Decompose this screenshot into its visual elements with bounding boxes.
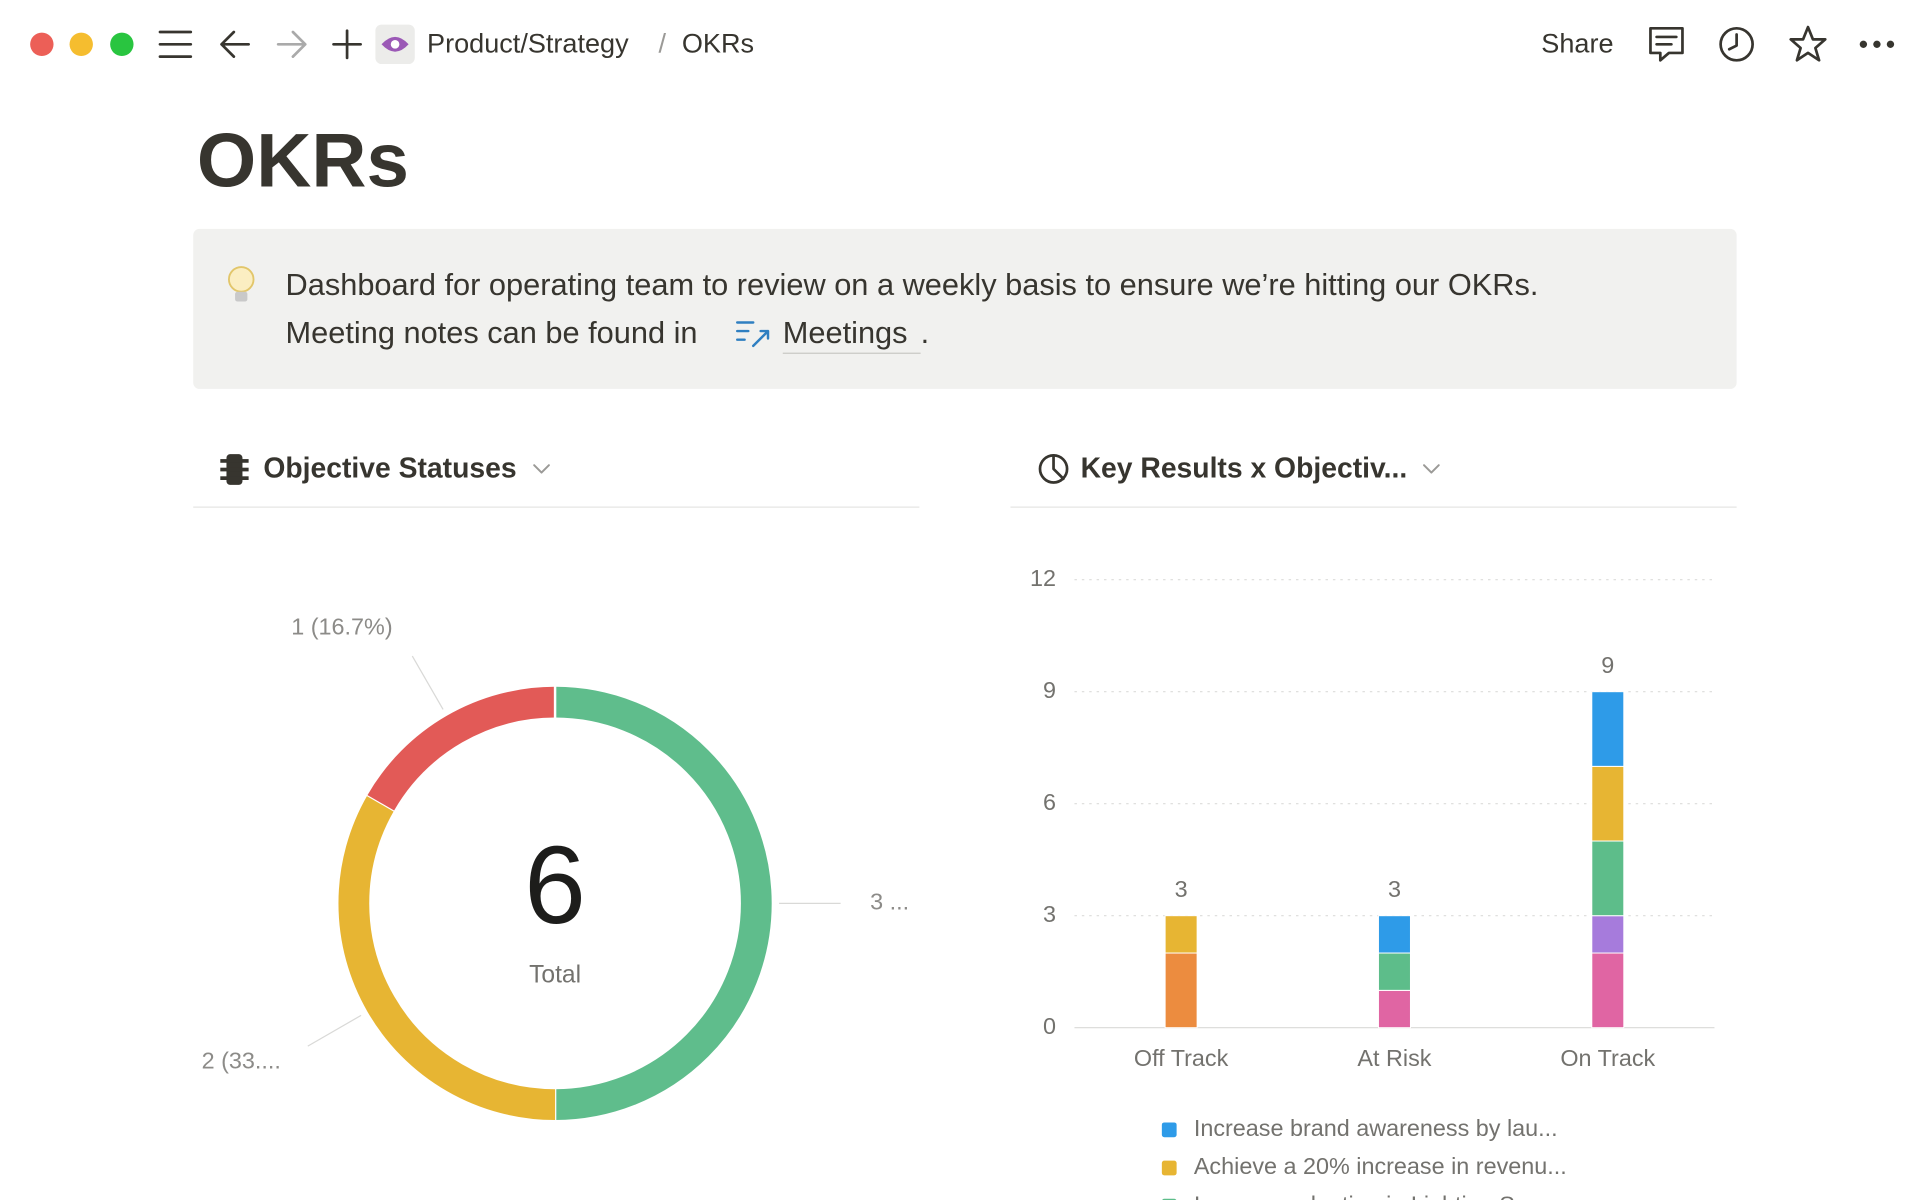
history-icon[interactable] <box>1719 26 1754 62</box>
chart-icon <box>1038 454 1069 484</box>
bar-segment <box>1591 840 1625 917</box>
leader-line <box>411 655 444 710</box>
page-title: OKRs <box>197 118 409 203</box>
total-value: 6 <box>524 824 586 947</box>
total-label: 3 <box>1388 876 1401 902</box>
share-button[interactable]: Share <box>1541 28 1613 59</box>
traffic-icon <box>220 454 249 485</box>
donut-segment <box>555 686 772 1120</box>
back-icon[interactable] <box>220 30 250 58</box>
bar-chart: 0 3 6 9 12 Off Track 3 At Risk 3 On Track 9 Increas… <box>1030 565 1715 1200</box>
bulb-icon <box>228 266 255 302</box>
breadcrumb[interactable]: OKRs <box>682 28 754 59</box>
dropdown-icon[interactable] <box>1423 464 1440 474</box>
data-label: 3 ... <box>870 889 909 915</box>
legend-swatch <box>1161 1160 1177 1176</box>
comments-icon[interactable] <box>1649 26 1684 62</box>
dropdown-icon[interactable] <box>533 464 550 474</box>
menu-icon[interactable] <box>158 30 193 58</box>
y-tick-label: 6 <box>1043 789 1056 815</box>
chart-title[interactable]: Objective Statuses <box>263 452 516 484</box>
y-tick-label: 12 <box>1030 565 1056 591</box>
legend-swatch <box>1161 1122 1177 1138</box>
bar-segment <box>1377 915 1411 954</box>
chart-title[interactable]: Key Results x Objectiv... <box>1081 452 1408 484</box>
zoom-button[interactable] <box>110 32 134 56</box>
y-tick-label: 3 <box>1043 901 1056 927</box>
callout <box>193 228 1737 389</box>
close-button[interactable] <box>30 32 54 56</box>
y-tick-label: 0 <box>1043 1013 1056 1039</box>
x-tick-label: On Track <box>1560 1045 1655 1071</box>
leader-line <box>307 1014 362 1047</box>
meetings-icon <box>736 321 770 348</box>
more-icon[interactable] <box>1859 40 1895 48</box>
legend-entry: Achieve a 20% increase in revenu... <box>1194 1153 1567 1179</box>
bar-segment <box>1164 952 1198 1029</box>
page-link[interactable]: Meetings <box>783 315 908 350</box>
bar-segment <box>1377 989 1411 1029</box>
eye-pupil <box>390 40 400 49</box>
total-label: 9 <box>1601 652 1614 678</box>
legend-entry: Increase adoption in Lighting Sea... <box>1194 1191 1560 1200</box>
callout-text: Dashboard for operating team to review o… <box>286 267 1539 302</box>
favorite-icon[interactable] <box>1789 25 1827 62</box>
bar-segment <box>1164 915 1198 954</box>
minimize-button[interactable] <box>69 32 93 56</box>
bar-segment <box>1591 765 1625 842</box>
donut-segment <box>367 686 556 811</box>
total-label: Total <box>529 962 581 989</box>
forward-icon[interactable] <box>276 30 307 58</box>
y-tick-label: 9 <box>1043 677 1056 703</box>
x-tick-label: At Risk <box>1357 1045 1431 1071</box>
bar-segment <box>1591 691 1625 767</box>
bar-segment <box>1591 952 1625 1029</box>
data-label: 1 (16.7%) <box>291 614 392 640</box>
legend-entry: Increase brand awareness by lau... <box>1194 1115 1558 1141</box>
data-label: 2 (33.... <box>202 1047 281 1073</box>
breadcrumb-separator: / <box>658 28 666 59</box>
donut-chart: 3 ... 2 (33.... 1 (16.7%) 6 Total <box>202 614 909 1122</box>
donut-segment <box>338 795 556 1120</box>
bar-segment <box>1591 915 1625 954</box>
new-icon[interactable] <box>332 29 362 60</box>
callout-text: . <box>921 315 930 350</box>
bar-segment <box>1377 952 1411 991</box>
callout-text: Meeting notes can be found in <box>286 315 698 350</box>
total-label: 3 <box>1175 876 1188 902</box>
x-tick-label: Off Track <box>1134 1045 1229 1071</box>
breadcrumb[interactable]: Product/Strategy <box>427 28 629 59</box>
